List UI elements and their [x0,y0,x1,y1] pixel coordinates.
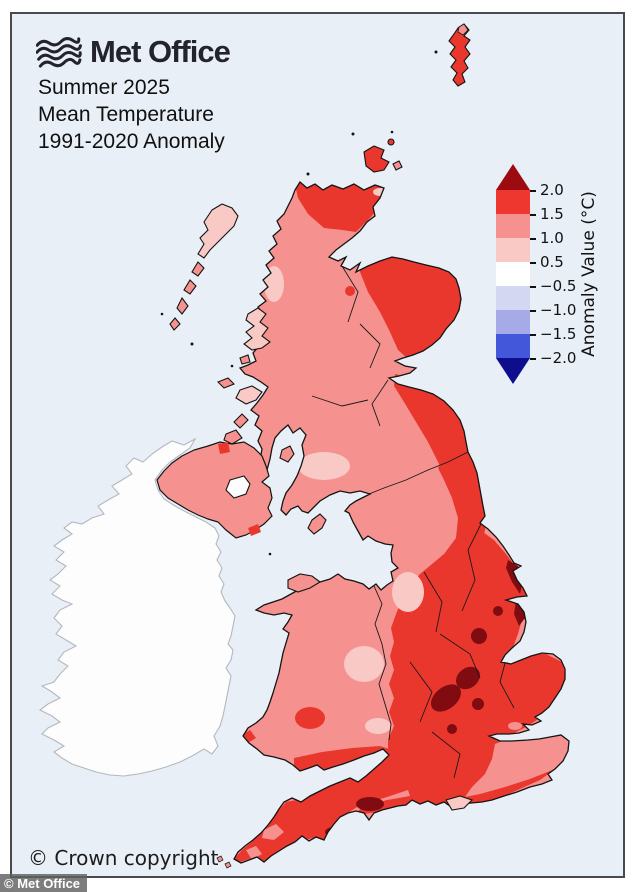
colorbar-segment [496,214,530,238]
tick-label: 1.5 [540,205,564,223]
tick-label: −2.0 [540,349,577,367]
colorbar-axis-label: Anomaly Value (°C) [579,191,599,357]
tick-mark [530,286,536,288]
colorbar-under-arrow [496,358,530,384]
islands [169,23,474,869]
title-line-baseline: 1991-2020 Anomaly [38,130,225,153]
region-boundaries [311,265,515,779]
colorbar-column [496,164,530,384]
tick-mark [530,190,536,192]
met-office-logo: Met Office [36,34,231,70]
colorbar-segment [496,310,530,334]
map-title-block: Summer 2025 Mean Temperature 1991-2020 A… [38,74,225,155]
crown-copyright-text: © Crown copyright [28,846,219,870]
met-office-waves-icon [36,37,82,68]
brand-name: Met Office [90,34,231,69]
title-line-variable: Mean Temperature [38,103,214,126]
colorbar-over-arrow [496,164,530,190]
ireland-no-data [38,437,236,777]
tick-mark [530,262,536,264]
title-line-season: Summer 2025 [38,76,170,99]
tick-label: 0.5 [540,253,564,271]
tick-label: 1.0 [540,229,564,247]
tick-mark [530,310,536,312]
lough-neagh [225,475,251,499]
map-panel: Met Office Summer 2025 Mean Temperature … [10,12,625,878]
uk-anomaly-map [38,23,570,869]
islet-specks [160,50,438,556]
tick-mark [530,358,536,360]
tick-mark [530,238,536,240]
tick-label: −1.5 [540,325,577,343]
tick-label: −0.5 [540,277,577,295]
colorbar-segment [496,286,530,310]
colorbar-segment [496,334,530,358]
colorbar-segment [496,262,530,286]
tick-label: 2.0 [540,181,564,199]
tick-mark [530,334,536,336]
tick-mark [530,214,536,216]
anomaly-colorbar: 2.0 1.5 1.0 0.5 −0.5 −1.0 −1.5 −2.0 Anom… [490,160,622,396]
colorbar-segment [496,238,530,262]
colorbar-segment [496,190,530,214]
met-office-copyright-badge: © Met Office [0,874,88,892]
tick-label: −1.0 [540,301,577,319]
northern-ireland [156,441,273,539]
